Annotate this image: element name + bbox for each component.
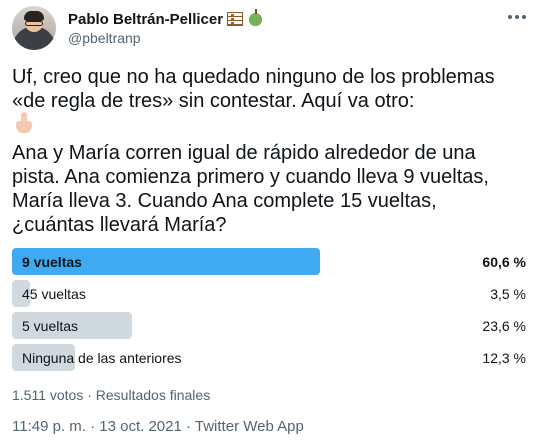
poll: 9 vueltas 60,6 % 45 vueltas 3,5 % 5 vuel… [12,248,526,376]
poll-option: 45 vueltas 3,5 % [12,280,526,307]
poll-option-label: 5 vueltas [22,318,79,334]
poll-option-label: 45 vueltas [22,286,86,302]
poll-option-label: 9 vueltas [22,254,82,270]
poll-option-bar [12,344,75,371]
poll-option-percent: 23,6 % [482,318,526,334]
more-options-icon[interactable] [508,12,526,22]
tweet-timestamp[interactable]: 11:49 p. m. · 13 oct. 2021 · [12,418,195,435]
backhand-index-pointing-down-icon [14,112,34,134]
tweet-source[interactable]: Twitter Web App [194,418,304,435]
poll-option-bar [12,248,320,275]
tweet-metadata: 11:49 p. m. · 13 oct. 2021 · Twitter Web… [12,418,304,435]
author-handle[interactable]: @pbeltranp [68,30,141,46]
poll-summary: 1.511 votos · Resultados finales [12,387,211,403]
tweet-text-problem: Ana y María corren igual de rápido alred… [12,142,489,236]
poll-option: Ninguna de las anteriores 12,3 % [12,344,526,371]
tweet-text-intro: Uf, creo que no ha quedado ninguno de lo… [12,66,495,112]
poll-option-percent: 12,3 % [482,350,526,366]
tweet-header: Pablo Beltrán-Pellicer @pbeltranp [12,6,526,50]
poll-option: 9 vueltas 60,6 % [12,248,526,275]
poll-option-bar [12,312,132,339]
poll-option-label: Ninguna de las anteriores [22,350,182,366]
poll-option-percent: 3,5 % [490,286,526,302]
author-display-name[interactable]: Pablo Beltrán-Pellicer [68,10,224,28]
poll-option-percent: 60,6 % [482,254,526,270]
poll-option-bar [12,280,30,307]
avatar[interactable] [12,6,56,50]
author-name-row: Pablo Beltrán-Pellicer [68,8,263,29]
green-apple-icon [249,8,263,26]
avatar-glasses [25,21,43,26]
abacus-icon [227,12,244,26]
poll-option: 5 vueltas 23,6 % [12,312,526,339]
avatar-hair [24,11,44,21]
